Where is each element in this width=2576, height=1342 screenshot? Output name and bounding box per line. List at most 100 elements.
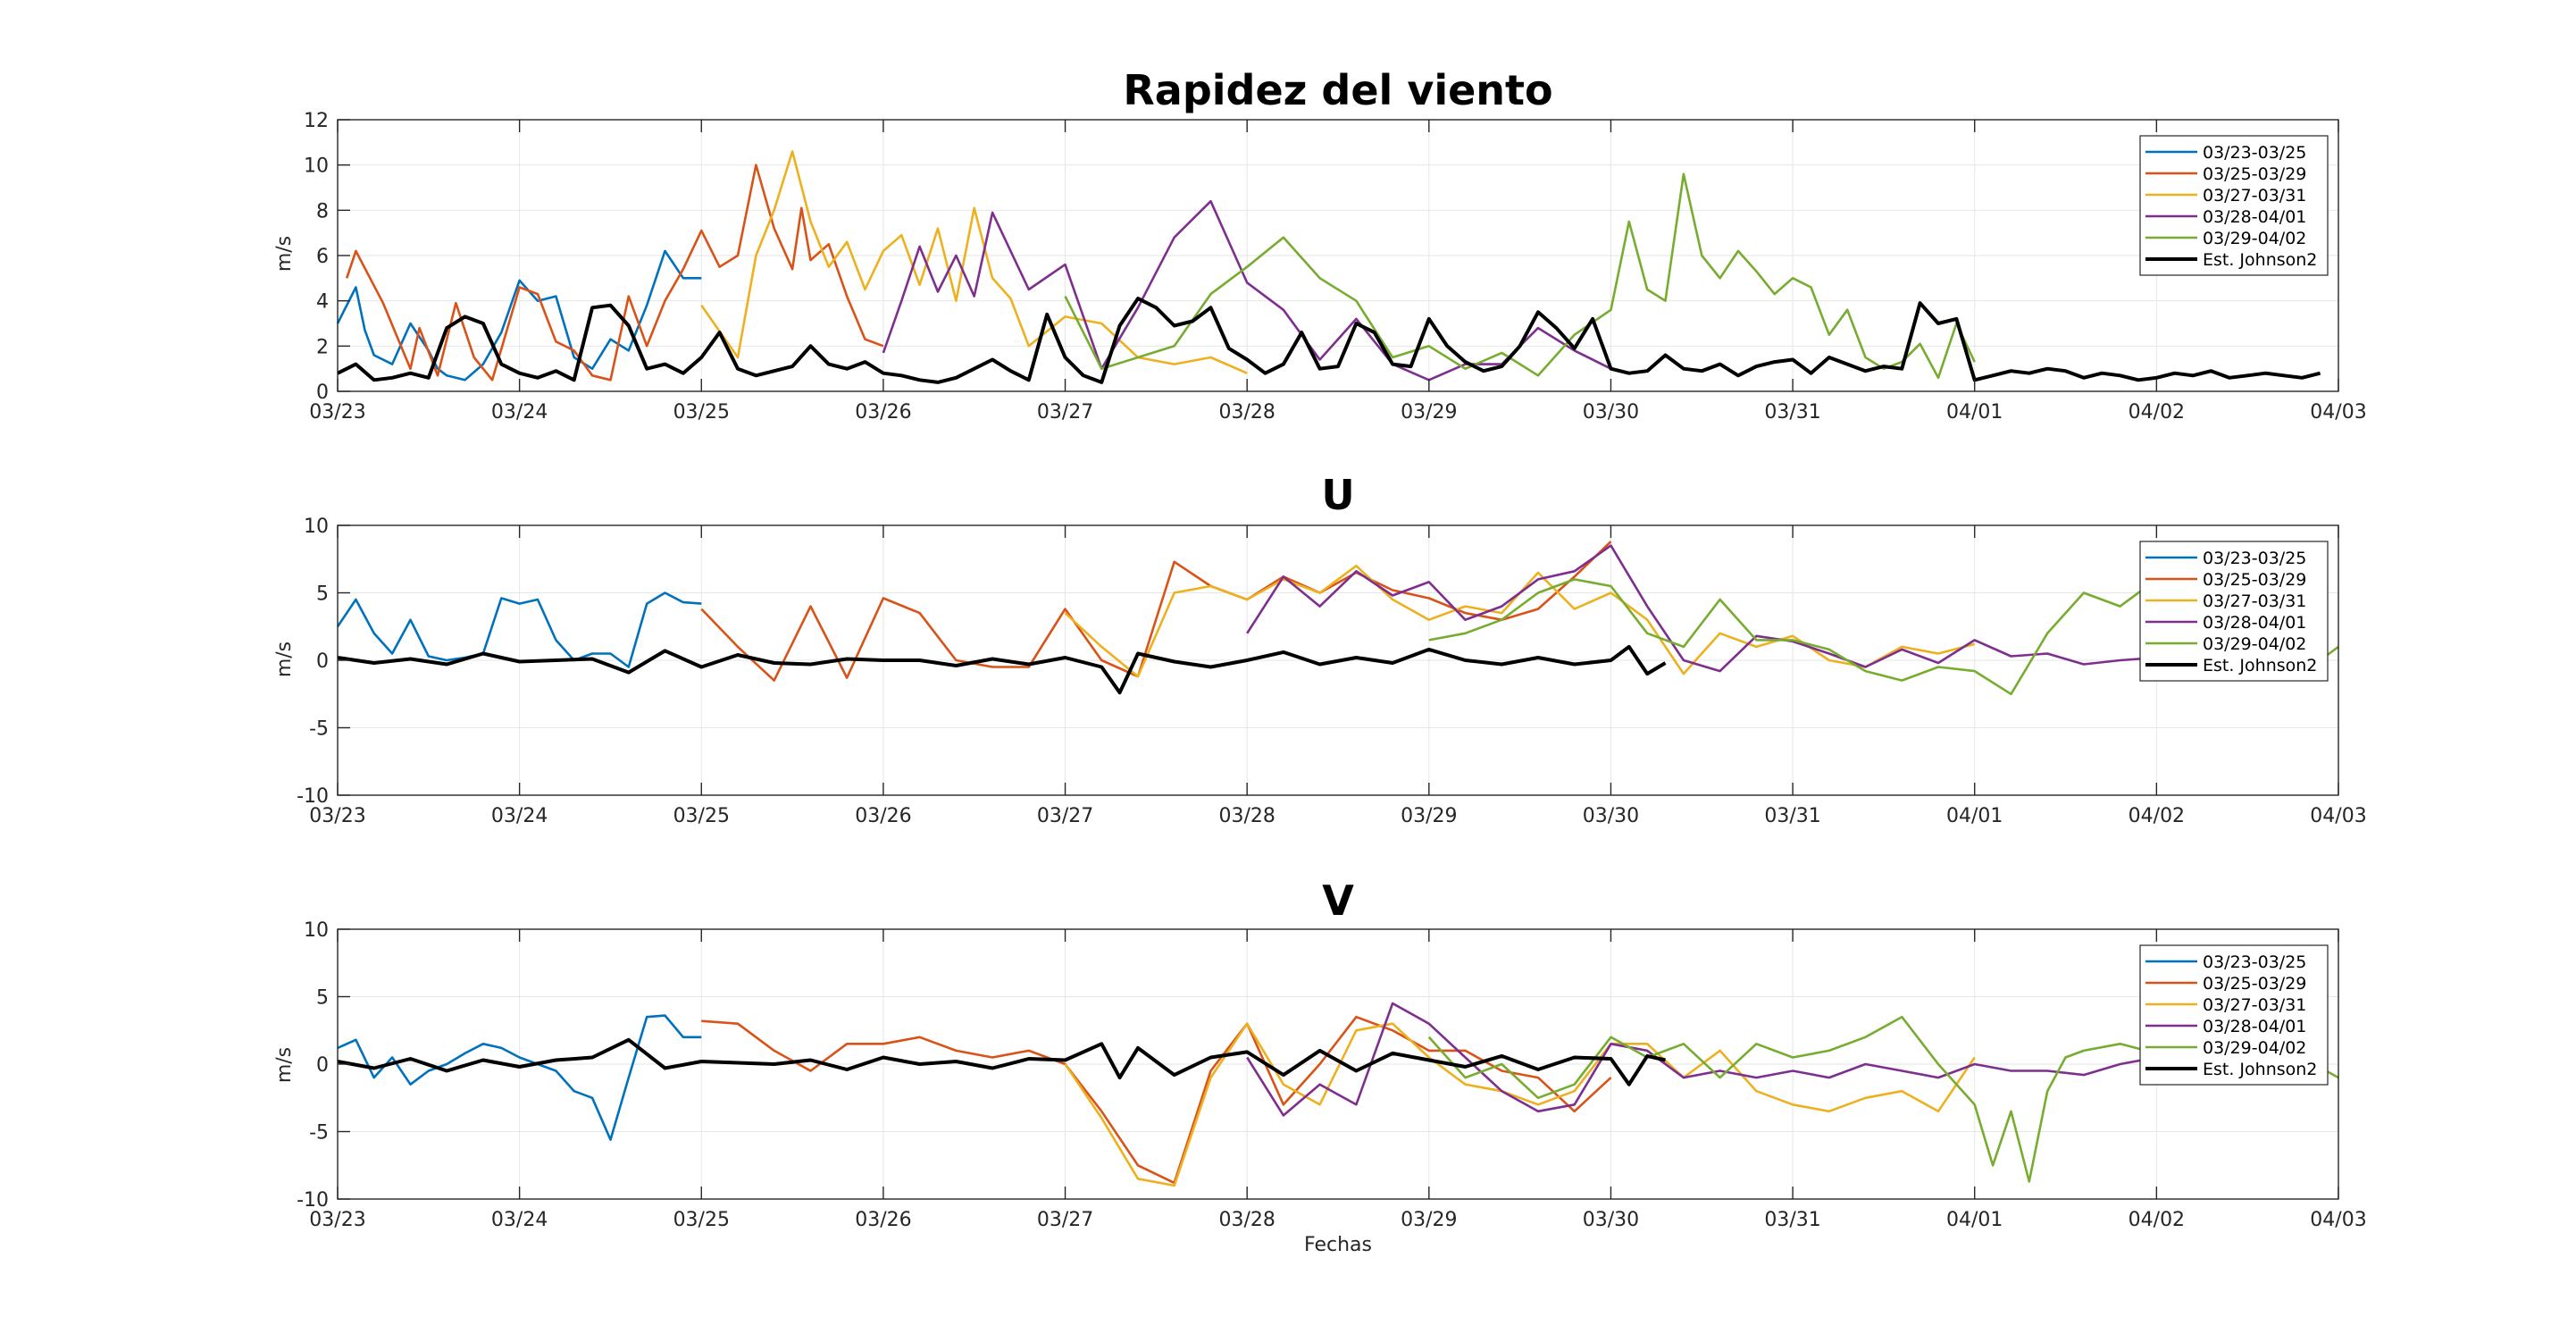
x-tick-label: 04/03: [2310, 805, 2366, 827]
x-tick-label: 03/29: [1401, 1209, 1457, 1231]
x-tick-label: 03/31: [1764, 1209, 1820, 1231]
y-tick-label: -5: [309, 718, 329, 741]
x-tick-label: 03/30: [1583, 805, 1639, 827]
x-tick-label: 04/01: [1946, 1209, 2003, 1231]
legend-label: 03/27-03/31: [2203, 591, 2306, 611]
x-tick-label: 03/28: [1218, 805, 1275, 827]
legend-box: [2139, 541, 2329, 682]
legend-label: 03/27-03/31: [2203, 995, 2306, 1015]
series-group: [336, 150, 2321, 384]
axes-u: U m/s 03/23 03/24 03/25 03/26 03/27 03/28 03/2…: [273, 471, 2367, 827]
legend-label: 03/29-04/02: [2203, 1038, 2306, 1058]
x-tick-label: 03/25: [673, 1209, 730, 1231]
y-tick-label: 10: [304, 155, 329, 178]
x-tick-label: 03/25: [673, 401, 730, 424]
x-tick-label: 03/30: [1583, 1209, 1639, 1231]
x-tick-label: 03/24: [491, 805, 548, 827]
series-line-est-johnson2: [337, 1037, 1666, 1086]
series-line-03-25-03-29: [700, 541, 1612, 682]
series-line-est-johnson2: [337, 644, 1667, 695]
x-axis-label: Fechas: [1304, 1234, 1372, 1256]
x-tick-label: 03/28: [1218, 1209, 1275, 1231]
x-tick-label: 03/28: [1218, 401, 1275, 424]
x-tick-label: 03/29: [1401, 401, 1457, 424]
axes-v: V m/s Fechas 03/23 03/24 03/25 03/26 03/27 03…: [273, 876, 2367, 1256]
legend-label: 03/28-04/01: [2203, 613, 2306, 633]
x-tick-label: 03/23: [309, 1209, 365, 1231]
legend-label: Est. Johnson2: [2203, 250, 2317, 270]
y-axis-label-v: m/s: [273, 1047, 296, 1083]
x-tick-label: 04/03: [2310, 1209, 2366, 1231]
x-tick-label: 03/26: [855, 401, 911, 424]
y-tick-label: 5: [316, 987, 329, 1010]
legend-label: 03/27-03/31: [2203, 186, 2306, 205]
legend-label: 03/25-03/29: [2203, 570, 2306, 590]
x-tick-label: 03/31: [1764, 805, 1820, 827]
legend-box: [2139, 135, 2329, 276]
x-tick-label: 03/27: [1037, 1209, 1093, 1231]
legend-label: 03/28-04/01: [2203, 1017, 2306, 1036]
x-tick-label: 03/25: [673, 805, 730, 827]
y-tick-label: 4: [316, 291, 329, 314]
x-tick-label: 03/30: [1583, 401, 1639, 424]
x-tick-label: 03/26: [855, 805, 911, 827]
legend-label: 03/23-03/25: [2203, 143, 2306, 163]
series-line-03-23-03-25: [336, 591, 702, 668]
legend-label: 03/25-03/29: [2203, 164, 2306, 184]
x-tick-label: 03/31: [1764, 401, 1820, 424]
y-tick-label: -10: [297, 785, 329, 808]
legend-box: [2139, 944, 2329, 1086]
y-tick-label: -10: [297, 1189, 329, 1212]
series-line-03-27-03-31: [1064, 1022, 1976, 1187]
x-tick-label: 03/23: [309, 401, 365, 424]
x-tick-label: 03/27: [1037, 805, 1093, 827]
legend-label: Est. Johnson2: [2203, 656, 2317, 675]
chart-title-u: U: [1321, 471, 1354, 519]
series-line-03-28-04-01: [1246, 1002, 2157, 1117]
chart-title-rapidez: Rapidez del viento: [1123, 66, 1552, 114]
x-tick-label: 03/24: [491, 401, 548, 424]
chart-title-v: V: [1322, 876, 1354, 925]
series-line-03-29-04-02: [1064, 172, 1976, 380]
x-tick-label: 04/02: [2129, 1209, 2185, 1231]
y-tick-label: 2: [316, 336, 329, 358]
x-tick-label: 03/29: [1401, 805, 1457, 827]
x-tick-label: 04/02: [2129, 401, 2185, 424]
y-tick-label: 0: [316, 650, 329, 673]
y-tick-label: 5: [316, 583, 329, 606]
y-axis-label-rapidez: m/s: [273, 236, 296, 272]
axes-rapidez: Rapidez del viento m/s 03/23 03/24 03/25 03…: [273, 66, 2367, 424]
legend-label: 03/29-04/02: [2203, 634, 2306, 654]
x-tick-label: 04/01: [1946, 805, 2003, 827]
y-tick-label: -5: [309, 1122, 329, 1145]
y-tick-label: 10: [304, 516, 329, 538]
x-tick-label: 03/24: [491, 1209, 548, 1231]
legend-label: 03/23-03/25: [2203, 549, 2306, 568]
y-tick-label: 0: [316, 1054, 329, 1077]
series-line-03-28-04-01: [1246, 544, 2157, 673]
x-tick-label: 04/03: [2310, 401, 2366, 424]
y-tick-label: 10: [304, 919, 329, 942]
legend-u: 03/23-03/25 03/25-03/2903/27-03/3103/28-0…: [2139, 541, 2329, 682]
series-line-03-23-03-25: [337, 1014, 702, 1141]
x-tick-label: 03/26: [855, 1209, 911, 1231]
x-tick-label: 03/23: [309, 805, 365, 827]
y-tick-label: 8: [316, 200, 329, 222]
y-tick-label: 12: [304, 110, 329, 132]
series-line-est-johnson2: [337, 297, 2321, 384]
series-line-03-25-03-29: [345, 164, 884, 382]
y-axis-label-u: m/s: [273, 642, 296, 677]
x-tick-label: 04/02: [2129, 805, 2185, 827]
x-tick-label: 03/27: [1037, 401, 1093, 424]
legend-label: 03/25-03/29: [2203, 974, 2306, 994]
y-tick-label: 0: [316, 382, 329, 404]
y-tick-label: 6: [316, 246, 329, 268]
legend-label: 03/28-04/01: [2203, 207, 2306, 227]
legend-label: 03/23-03/25: [2203, 952, 2306, 972]
legend-label: 03/29-04/02: [2203, 229, 2306, 248]
legend-label: Est. Johnson2: [2203, 1060, 2317, 1079]
series-line-03-27-03-31: [700, 150, 1248, 374]
